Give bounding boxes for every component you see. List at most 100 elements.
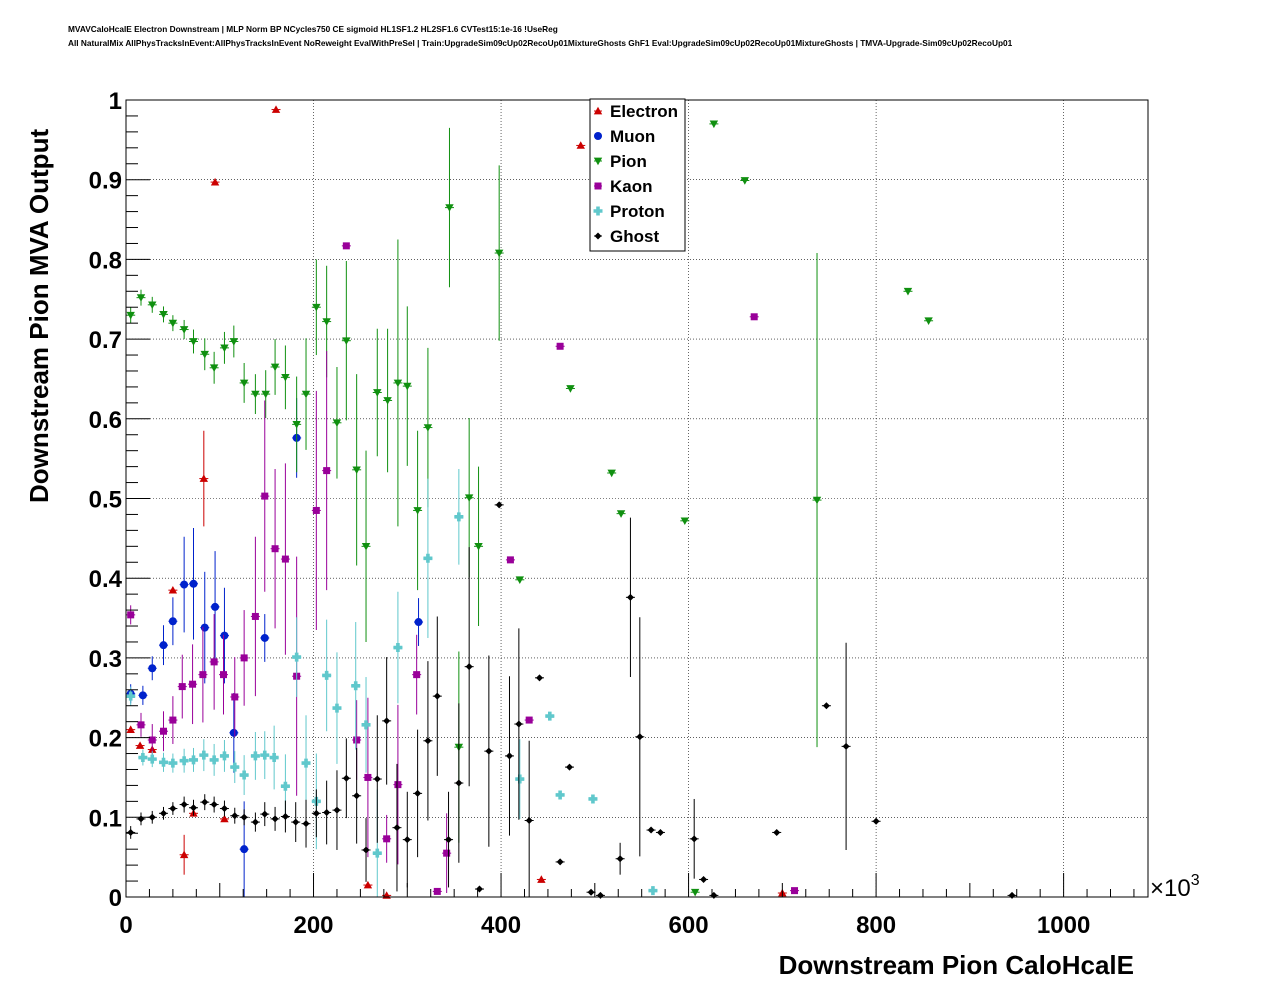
electron-point (363, 880, 373, 889)
pion-point (332, 419, 342, 427)
proton-point (250, 751, 260, 761)
proton-point (423, 553, 433, 563)
kaon-point (220, 671, 228, 679)
pion-point (680, 517, 690, 526)
pion-point (159, 311, 168, 319)
legend-ghost-label: Ghost (610, 227, 659, 246)
pion-point (413, 507, 422, 515)
ghost-point (271, 815, 279, 823)
kaon-point (251, 612, 259, 620)
x-axis-multiplier: ×103 (1150, 872, 1200, 902)
proton-point (280, 781, 290, 791)
muon-point (189, 579, 198, 588)
pion-point (464, 494, 474, 502)
electron-point (537, 875, 546, 883)
y-tick-label: 0.1 (89, 805, 122, 832)
kaon-point (240, 654, 248, 662)
pion-point (383, 397, 392, 405)
ghost-point (773, 828, 781, 836)
pion-point (322, 318, 331, 326)
pion-point (270, 363, 280, 372)
pion-point (209, 364, 219, 372)
kaon-point (137, 721, 145, 729)
ghost-point (414, 789, 422, 797)
muon-point (148, 664, 157, 673)
kaon-point (261, 492, 269, 500)
ghost-point (465, 663, 473, 671)
kaon-point (525, 716, 533, 724)
proton-point (159, 757, 169, 767)
pion-point (148, 301, 157, 310)
muon-point (260, 633, 269, 642)
legend-box (589, 98, 686, 252)
ghost-point (433, 692, 441, 700)
legend-muon-label: Muon (610, 127, 655, 146)
ghost-point (220, 805, 228, 813)
x-tick-label: 600 (669, 912, 709, 939)
ghost-point (556, 858, 564, 866)
ghost-point (647, 826, 655, 834)
y-tick-label: 0.5 (89, 487, 122, 514)
pion-point (616, 510, 626, 518)
ghost-point (505, 752, 513, 760)
electron-point (220, 814, 229, 823)
muon-point (229, 728, 238, 737)
muon-point (159, 641, 168, 650)
electron-point (199, 474, 209, 482)
muon-point (138, 691, 147, 700)
pion-point (566, 385, 575, 393)
proton-point (230, 762, 240, 772)
ghost-point (127, 828, 135, 836)
kaon-point (364, 773, 372, 781)
series-electron (126, 105, 787, 899)
ghost-point (312, 809, 320, 817)
ghost-point (210, 801, 218, 809)
series-kaon (126, 242, 800, 895)
kaon-point (169, 716, 177, 724)
pion-point (709, 120, 719, 129)
ghost-point (626, 593, 634, 601)
data-series (126, 105, 1017, 899)
y-tick-label: 0.6 (89, 407, 122, 434)
x-tick-label: 200 (293, 912, 333, 939)
ghost-point (872, 817, 880, 825)
ghost-point (353, 792, 361, 800)
pion-point (136, 294, 146, 302)
proton-point (179, 756, 189, 766)
ghost-point (302, 820, 310, 828)
ghost-point (180, 801, 188, 809)
y-tick-label: 0.7 (89, 327, 122, 354)
proton-point (292, 652, 302, 662)
ghost-point (495, 501, 503, 509)
ghost-point (342, 774, 350, 782)
pion-point (690, 888, 700, 897)
pion-point (342, 337, 351, 345)
proton-point (545, 711, 555, 721)
ghost-point (596, 891, 604, 899)
kaon-point (383, 835, 391, 843)
proton-point (189, 755, 199, 765)
y-tick-label: 0.3 (89, 646, 122, 673)
ghost-point (148, 813, 156, 821)
pion-point (239, 379, 249, 388)
proton-point (555, 790, 565, 800)
x-tick-label: 800 (856, 912, 896, 939)
ghost-point (373, 775, 381, 783)
ghost-point (393, 824, 401, 832)
pion-point (352, 466, 361, 475)
ghost-point (842, 742, 850, 750)
kaon-point (160, 727, 168, 735)
ghost-point (160, 809, 168, 817)
proton-point (648, 886, 658, 896)
ghost-point (475, 885, 483, 893)
ghost-point (137, 815, 145, 823)
proton-point (239, 770, 249, 780)
pion-point (200, 350, 209, 359)
kaon-point (353, 736, 361, 744)
y-tick-label: 0.2 (89, 726, 122, 753)
ghost-point (565, 763, 573, 771)
pion-point (261, 390, 270, 399)
pion-point (312, 303, 321, 312)
legend-proton-label: Proton (610, 202, 665, 221)
pion-point (301, 390, 311, 399)
